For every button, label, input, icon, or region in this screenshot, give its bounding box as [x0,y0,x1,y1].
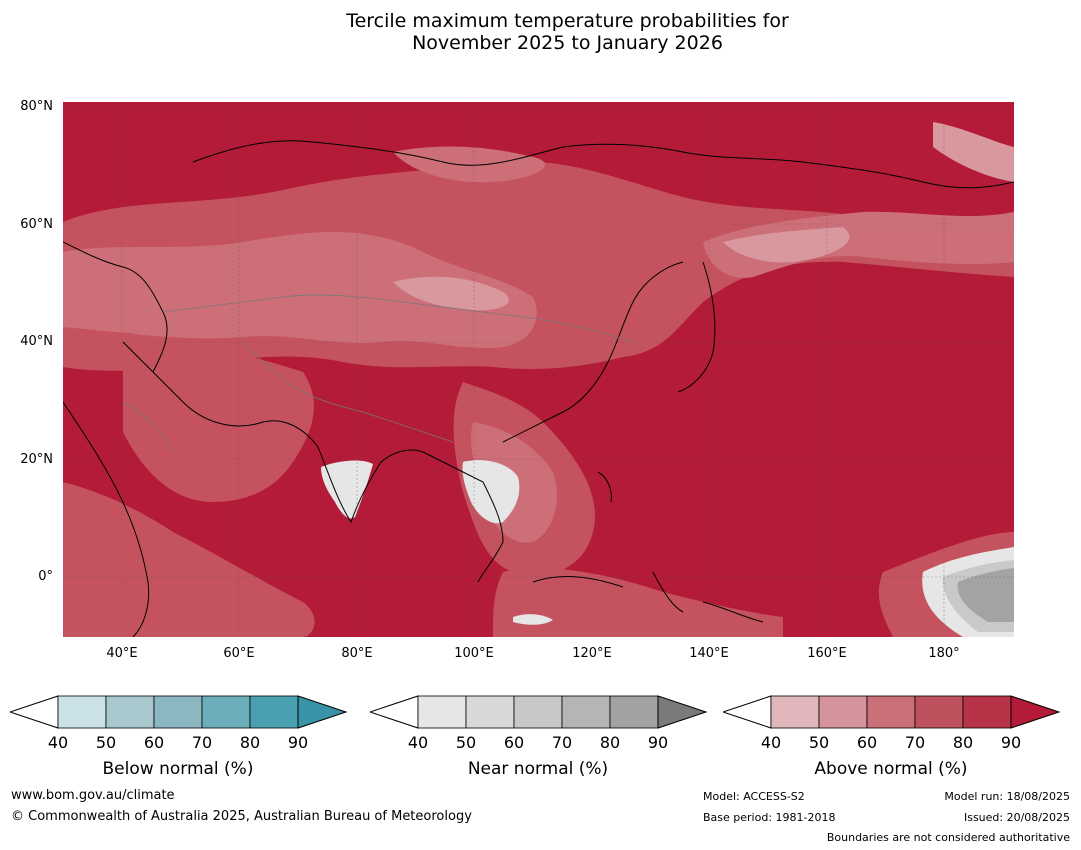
footer-model: Model: ACCESS-S2 [703,790,805,803]
footer-model-run: Model run: 18/08/2025 [944,790,1070,803]
colorbar-near [370,695,708,729]
zone-above-70-africa [63,482,315,637]
colorbar-near-label: Near normal (%) [467,759,609,779]
colorbar-below-label: Below normal (%) [102,759,254,779]
above-tick-60: 60 [856,733,878,752]
coastlines [63,140,1014,637]
title-line-1: Tercile maximum temperature probabilitie… [346,10,789,32]
zone-above-60-arctic [393,146,546,183]
below-tick-50: 50 [95,733,117,752]
lat-label-0: 0° [38,569,53,584]
lon-label-40e: 40°E [106,646,138,661]
lon-label-80e: 80°E [341,646,373,661]
near-tick-40: 40 [407,733,429,752]
zone-above-60-central [63,232,537,349]
near-tick-50: 50 [455,733,477,752]
below-tick-90: 90 [287,733,309,752]
lon-label-100e: 100°E [454,646,494,661]
lon-label-180: 180° [928,646,960,661]
footer-disclaimer: Boundaries are not considered authoritat… [826,831,1070,844]
zone-above-50-east [723,227,850,263]
near-tick-80: 80 [599,733,621,752]
chart-title: Tercile maximum temperature probabilitie… [0,10,1081,54]
above-tick-70: 70 [904,733,926,752]
above-tick-50: 50 [808,733,830,752]
forecast-map [63,102,1014,637]
below-tick-60: 60 [143,733,165,752]
footer-base-period: Base period: 1981-2018 [703,811,836,824]
lat-label-60n: 60°N [20,217,53,232]
lon-label-160e: 160°E [807,646,847,661]
lat-label-80n: 80°N [20,99,53,114]
footer-copyright: © Commonwealth of Australia 2025, Austra… [11,809,472,824]
map-graphic [63,102,1014,637]
lon-label-60e: 60°E [223,646,255,661]
colorbar-above [723,695,1061,729]
above-tick-80: 80 [952,733,974,752]
below-tick-70: 70 [191,733,213,752]
zone-above-50-mongolia [393,276,509,311]
above-tick-90: 90 [1000,733,1022,752]
country-boundaries [122,294,634,453]
zone-near-80-pacific [957,568,1014,622]
below-tick-80: 80 [239,733,261,752]
near-tick-90: 90 [647,733,669,752]
colorbar-below [10,695,348,729]
graticule [63,102,1014,637]
zone-above-60-beringia [933,122,1014,182]
lon-label-120e: 120°E [572,646,612,661]
title-line-2: November 2025 to January 2026 [412,32,723,54]
footer-website-link[interactable]: www.bom.gov.au/climate [11,788,175,803]
lat-label-40n: 40°N [20,334,53,349]
zone-above-70-indonesia [493,568,783,637]
zone-near-40-java [513,614,553,625]
above-tick-40: 40 [760,733,782,752]
lat-label-20n: 20°N [20,452,53,467]
zone-near-40-india [321,460,373,519]
colorbar-above-label: Above normal (%) [814,759,968,779]
near-tick-60: 60 [503,733,525,752]
footer-issued: Issued: 20/08/2025 [963,811,1070,824]
lon-label-140e: 140°E [689,646,729,661]
zone-above-70-southasia [123,332,314,502]
near-tick-70: 70 [551,733,573,752]
below-tick-40: 40 [47,733,69,752]
zone-near-40-indochina [462,460,520,524]
